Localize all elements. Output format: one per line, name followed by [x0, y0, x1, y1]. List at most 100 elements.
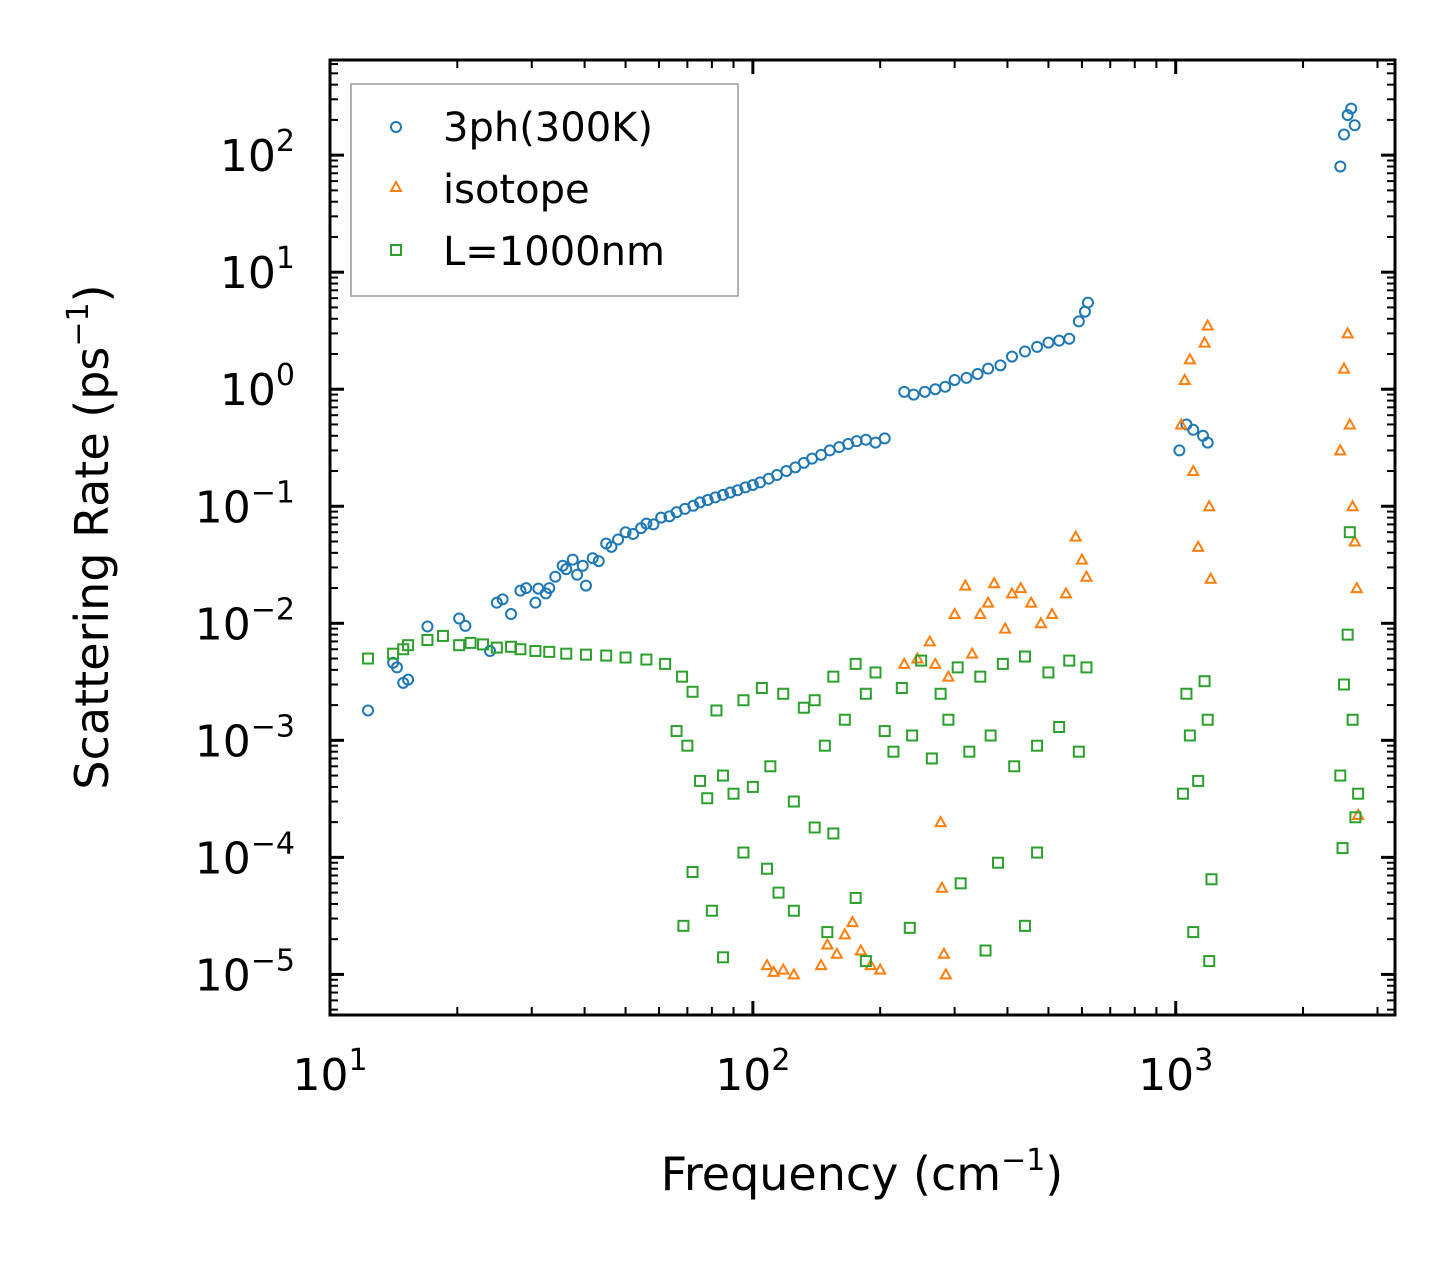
y-axis-label: Scattering Rate (ps−1) — [61, 284, 119, 789]
data-point — [560, 563, 573, 576]
data-point — [737, 846, 750, 859]
data-point — [958, 578, 973, 591]
data-point — [1068, 529, 1083, 542]
legend-label-3ph: 3ph(300K) — [443, 105, 653, 151]
y-tick-label: 10−3 — [195, 709, 295, 767]
data-point — [814, 958, 828, 971]
data-point — [737, 694, 750, 707]
data-point — [1337, 361, 1351, 374]
data-point — [1081, 296, 1094, 309]
data-point — [605, 540, 618, 553]
data-point — [549, 570, 562, 583]
data-point — [963, 745, 976, 758]
data-point — [490, 596, 503, 609]
data-point — [592, 555, 605, 568]
data-point — [808, 694, 821, 707]
data-point — [979, 944, 992, 957]
data-point — [1024, 595, 1038, 608]
data-point — [1053, 720, 1066, 733]
data-point — [453, 639, 466, 652]
data-point — [1031, 340, 1044, 353]
data-point — [640, 517, 653, 530]
data-point — [1197, 335, 1212, 348]
data-point — [1042, 336, 1055, 349]
data-point — [820, 937, 835, 950]
data-point — [586, 552, 599, 565]
data-point — [1072, 745, 1085, 758]
data-point — [755, 682, 768, 695]
data-point — [1334, 160, 1347, 173]
data-point — [1018, 345, 1031, 358]
data-point — [1191, 539, 1205, 552]
data-point — [992, 856, 1005, 869]
legend-item-l1000nm: L=1000nm — [390, 229, 665, 275]
data-point — [981, 595, 995, 608]
data-point — [827, 827, 840, 840]
data-point — [1008, 760, 1021, 773]
y-tick-label: 10−5 — [195, 943, 295, 1001]
data-point — [838, 713, 851, 726]
data-point — [1063, 654, 1076, 667]
data-point — [459, 619, 472, 632]
data-point — [887, 745, 900, 758]
data-point — [878, 432, 891, 445]
data-point — [1186, 463, 1200, 477]
data-point — [859, 955, 872, 968]
data-point — [895, 682, 908, 695]
data-point — [1059, 586, 1073, 599]
series-square — [362, 526, 1365, 968]
legend: 3ph(300K) isotope L=1000nm — [350, 83, 739, 297]
data-point — [717, 769, 730, 782]
data-point — [982, 362, 995, 375]
data-point — [576, 559, 589, 572]
data-point — [873, 962, 887, 975]
data-point — [948, 373, 961, 386]
data-point — [849, 891, 862, 904]
data-point — [965, 646, 979, 659]
data-point — [942, 713, 955, 726]
data-point — [619, 526, 632, 539]
data-point — [766, 964, 781, 977]
data-point — [1204, 571, 1218, 584]
data-point — [421, 620, 434, 633]
data-point — [710, 704, 723, 717]
data-point — [761, 862, 774, 875]
data-point — [1034, 616, 1048, 629]
series-circle — [362, 102, 1361, 717]
data-point — [918, 385, 931, 398]
data-point — [818, 739, 831, 752]
data-point — [787, 904, 800, 917]
data-point — [939, 967, 953, 980]
data-point — [1334, 769, 1347, 782]
data-point — [1352, 787, 1365, 800]
data-point — [1201, 713, 1214, 726]
x-tick-label: 102 — [715, 1043, 790, 1101]
data-point — [677, 919, 690, 932]
data-point — [906, 729, 919, 742]
data-point — [514, 643, 527, 656]
data-point — [1183, 352, 1197, 365]
data-point — [827, 670, 840, 683]
data-point — [1338, 128, 1351, 141]
data-point — [923, 634, 937, 647]
data-point — [687, 499, 700, 512]
data-point — [1063, 332, 1076, 345]
data-point — [910, 651, 925, 664]
data-point — [655, 511, 668, 524]
data-point — [402, 673, 415, 686]
data-point — [705, 904, 718, 917]
data-point — [941, 669, 956, 682]
data-point — [701, 494, 714, 507]
x-tick-label: 101 — [292, 1043, 367, 1101]
data-point — [984, 729, 997, 742]
data-point — [686, 865, 699, 878]
data-point — [436, 629, 449, 642]
data-point — [1343, 417, 1357, 430]
y-tick-label: 101 — [220, 241, 295, 299]
data-point — [1346, 713, 1359, 726]
legend-label-isotope: isotope — [443, 167, 590, 213]
data-point — [1187, 926, 1200, 939]
data-point — [556, 559, 569, 572]
data-point — [709, 491, 722, 504]
data-point — [897, 656, 911, 669]
